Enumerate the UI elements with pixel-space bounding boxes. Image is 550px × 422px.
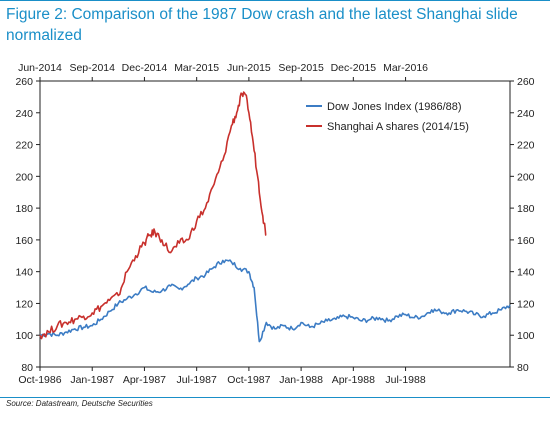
y-tick-label-left: 160 — [15, 235, 33, 247]
legend-label: Dow Jones Index (1986/88) — [327, 101, 462, 113]
y-tick-label-left: 80 — [21, 362, 33, 374]
top-rule — [0, 0, 550, 1]
y-tick-label-right: 80 — [517, 362, 529, 374]
y-tick-label-left: 140 — [15, 267, 33, 279]
x-axis-bottom: Oct-1986 Jan-1987 Apr-1987 Jul-1987 Oct-1987… — [18, 367, 426, 386]
y-axis-left: 80 100 120 140 160 180 200 220 240 260 — [15, 76, 40, 374]
x-axis-top: Jun-2014 Sep-2014 Dec-2014 Mar-2015 Jun-2015… — [18, 62, 428, 81]
x-tick-label-top: Sep-2015 — [278, 62, 324, 74]
plot-area — [39, 80, 511, 368]
y-tick-label-right: 160 — [517, 235, 535, 247]
x-tick-label-bottom: Apr-1987 — [123, 374, 166, 386]
x-tick-label-top: Dec-2015 — [331, 62, 377, 74]
x-tick-label-bottom: Jul-1988 — [385, 374, 425, 386]
x-tick-label-top: Dec-2014 — [122, 62, 168, 74]
shanghai-line — [39, 91, 267, 340]
x-tick-label-top: Sep-2014 — [69, 62, 115, 74]
y-tick-label-left: 100 — [15, 330, 33, 342]
x-tick-label-bottom: Jan-1987 — [70, 374, 114, 386]
x-tick-label-bottom: Jul-1987 — [177, 374, 217, 386]
y-tick-label-left: 260 — [15, 76, 33, 88]
bottom-rule — [0, 397, 550, 398]
legend: Dow Jones Index (1986/88) Shanghai A shar… — [306, 101, 469, 133]
x-tick-label-top: Mar-2015 — [174, 62, 219, 74]
x-tick-label-top: Jun-2014 — [18, 62, 62, 74]
y-tick-label-right: 200 — [517, 171, 535, 183]
legend-label: Shanghai A shares (2014/15) — [327, 121, 469, 133]
y-tick-label-right: 140 — [517, 267, 535, 279]
x-tick-label-bottom: Oct-1986 — [18, 374, 61, 386]
y-tick-label-right: 100 — [517, 330, 535, 342]
x-tick-label-top: Mar-2016 — [383, 62, 428, 74]
x-tick-label-top: Jun-2015 — [227, 62, 271, 74]
x-tick-label-bottom: Oct-1987 — [227, 374, 270, 386]
y-tick-label-left: 180 — [15, 203, 33, 215]
y-tick-label-right: 220 — [517, 140, 535, 152]
series-group — [39, 91, 511, 343]
y-tick-label-right: 260 — [517, 76, 535, 88]
y-tick-label-right: 180 — [517, 203, 535, 215]
x-tick-label-bottom: Jan-1988 — [279, 374, 323, 386]
y-axis-right: 80 100 120 140 160 180 200 220 240 260 — [510, 76, 535, 374]
y-tick-label-right: 120 — [517, 298, 535, 310]
y-tick-label-left: 240 — [15, 108, 33, 120]
y-tick-label-left: 220 — [15, 140, 33, 152]
figure-title: Figure 2: Comparison of the 1987 Dow cra… — [6, 6, 518, 44]
x-tick-label-bottom: Apr-1988 — [332, 374, 375, 386]
source-note: Source: Datastream, Deutsche Securities — [6, 399, 153, 408]
y-tick-label-left: 120 — [15, 298, 33, 310]
dow-jones-line — [39, 259, 511, 343]
y-tick-label-left: 200 — [15, 171, 33, 183]
y-tick-label-right: 240 — [517, 108, 535, 120]
